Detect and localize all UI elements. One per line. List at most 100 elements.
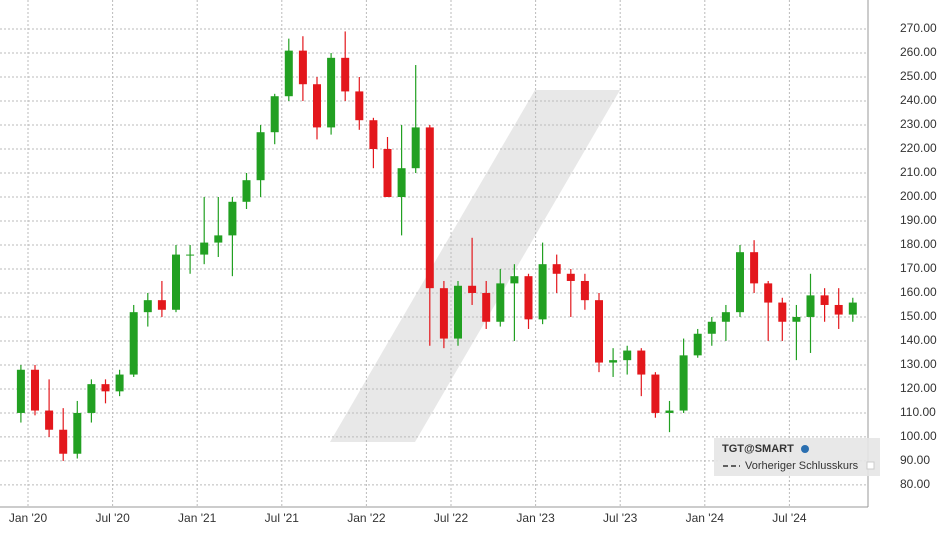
candle-body xyxy=(16,369,25,413)
candle-body xyxy=(566,273,575,281)
candle-body xyxy=(425,127,434,289)
legend: TGT@SMART Vorheriger Schlusskurs xyxy=(714,438,880,476)
candle-body xyxy=(665,410,674,413)
candle-body xyxy=(609,360,618,363)
candle-body xyxy=(764,283,773,303)
candle-body xyxy=(157,300,166,310)
candle-body xyxy=(327,57,336,128)
candle-body xyxy=(496,283,505,322)
candle-body xyxy=(172,254,180,310)
candle-body xyxy=(736,252,744,313)
candle-body xyxy=(679,355,688,411)
y-tick-label: 240.00 xyxy=(900,93,937,107)
y-tick-label: 190.00 xyxy=(900,213,937,227)
x-tick-label: Jul '22 xyxy=(434,511,469,525)
x-tick-label: Jan '21 xyxy=(178,511,217,525)
candle-body xyxy=(186,254,195,256)
x-tick-label: Jul '20 xyxy=(95,511,130,525)
x-tick-label: Jan '20 xyxy=(9,511,48,525)
candle-body xyxy=(524,276,533,320)
y-tick-label: 120.00 xyxy=(900,381,937,395)
y-tick-label: 230.00 xyxy=(900,117,937,131)
candle-body xyxy=(341,57,350,92)
candle-body xyxy=(369,120,378,150)
x-tick-label: Jan '22 xyxy=(347,511,386,525)
y-tick-label: 180.00 xyxy=(900,237,937,251)
candle-body xyxy=(200,242,209,255)
candle-body xyxy=(721,312,730,322)
candle-body xyxy=(214,235,223,243)
candle-body xyxy=(538,264,547,320)
y-tick-label: 260.00 xyxy=(900,45,937,59)
candle-body xyxy=(439,288,448,339)
grid xyxy=(0,0,868,507)
y-tick-label: 250.00 xyxy=(900,69,937,83)
candle-body xyxy=(778,302,787,322)
x-tick-label: Jul '23 xyxy=(603,511,638,525)
candle-body xyxy=(623,350,632,361)
y-tick-label: 150.00 xyxy=(900,309,937,323)
candle-body xyxy=(848,302,857,315)
candle-body xyxy=(73,412,82,454)
candle-body xyxy=(59,429,68,454)
candle-body xyxy=(355,91,364,121)
candle-body xyxy=(45,410,54,430)
candle-body xyxy=(242,180,251,202)
candle-body xyxy=(806,295,815,317)
candle-body xyxy=(313,84,321,128)
candle-body xyxy=(115,374,124,392)
candle-body xyxy=(31,369,39,411)
y-tick-label: 130.00 xyxy=(900,357,937,371)
candle-body xyxy=(834,304,843,315)
candle-body xyxy=(580,280,589,301)
candle-body xyxy=(482,292,491,322)
y-tick-label: 80.00 xyxy=(900,477,930,491)
candles xyxy=(16,31,857,461)
y-tick-label: 210.00 xyxy=(900,165,937,179)
legend-swatch xyxy=(866,461,875,470)
candle-body xyxy=(129,312,138,375)
legend-label: Vorheriger Schlusskurs xyxy=(745,460,859,472)
candle-body xyxy=(143,300,152,313)
y-tick-label: 220.00 xyxy=(900,141,937,155)
y-tick-label: 200.00 xyxy=(900,189,937,203)
candle-body xyxy=(256,132,265,181)
candle-body xyxy=(468,285,477,293)
watermark xyxy=(330,90,620,442)
legend-title: TGT@SMART xyxy=(722,443,794,455)
candle-body xyxy=(87,384,96,413)
y-tick-label: 160.00 xyxy=(900,285,937,299)
candle-body xyxy=(750,252,759,284)
candle-body xyxy=(510,276,519,284)
candle-body xyxy=(101,384,110,392)
candle-body xyxy=(228,201,237,236)
x-tick-label: Jan '24 xyxy=(686,511,725,525)
candle-body xyxy=(820,295,829,305)
y-tick-label: 90.00 xyxy=(900,453,930,467)
candle-body xyxy=(454,285,462,339)
x-tick-label: Jul '24 xyxy=(772,511,807,525)
axes: 80.00 90.00 100.00 110.00 120.00 130.00 140.00… xyxy=(9,21,937,525)
candle-body xyxy=(552,264,561,274)
candle-body xyxy=(270,96,279,133)
candle-body xyxy=(284,50,293,97)
candle-body xyxy=(595,300,603,363)
legend-icon xyxy=(801,445,809,453)
x-tick-label: Jul '21 xyxy=(265,511,300,525)
candle-body xyxy=(651,374,660,413)
y-tick-label: 270.00 xyxy=(900,21,937,35)
legend-box xyxy=(714,438,880,476)
candle-body xyxy=(397,168,406,197)
candle-body xyxy=(298,50,307,85)
x-tick-label: Jan '23 xyxy=(516,511,555,525)
y-tick-label: 170.00 xyxy=(900,261,937,275)
y-tick-label: 110.00 xyxy=(900,405,936,419)
candle-body xyxy=(383,149,392,197)
candle-body xyxy=(637,350,646,375)
candle-body xyxy=(411,127,420,169)
candle-body xyxy=(693,333,702,356)
candle-body xyxy=(792,316,801,322)
y-tick-label: 140.00 xyxy=(900,333,937,347)
y-tick-label: 100.00 xyxy=(900,429,937,443)
